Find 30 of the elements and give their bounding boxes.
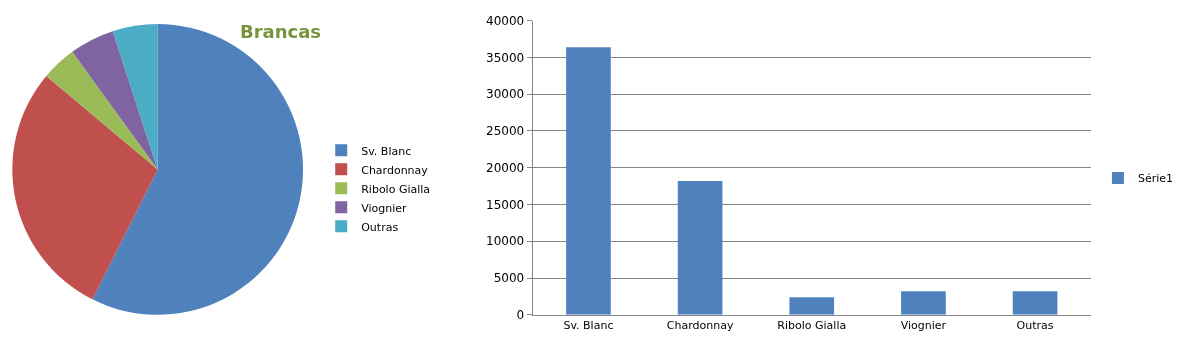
legend-label: Viognier (361, 201, 408, 215)
x-tick-label: Sv. Blanc (563, 319, 614, 332)
bar (789, 297, 835, 315)
bar (901, 291, 946, 315)
x-tick-label: Outras (1016, 319, 1054, 332)
y-tick-label: 20000 (486, 160, 525, 175)
legend-label: Chardonnay (361, 163, 429, 177)
y-tick-label: 25000 (486, 124, 525, 139)
bar (566, 47, 611, 315)
pie-slice (12, 76, 158, 300)
legend-label: Sv. Blanc (361, 144, 412, 158)
x-tick-label: Ribolo Gialla (777, 319, 847, 332)
y-tick-label: 10000 (486, 234, 525, 249)
x-tick-label: Chardonnay (666, 319, 734, 332)
y-tick-label: 35000 (486, 50, 525, 65)
bar (1012, 291, 1058, 315)
pie-slice (112, 24, 158, 170)
x-tick-label: Viognier (900, 319, 947, 332)
y-tick-label: 15000 (486, 197, 525, 212)
bar (677, 180, 723, 315)
legend-label: Ribolo Gialla (361, 182, 431, 196)
y-tick-label: 30000 (486, 87, 525, 102)
pie-slice (72, 31, 158, 170)
legend-label: Outras (361, 220, 399, 234)
y-tick-label: 5000 (493, 271, 525, 286)
y-tick-label: 40000 (486, 13, 525, 28)
legend-label: Série1 (1137, 172, 1174, 186)
pie-slice (46, 51, 158, 170)
y-tick-label: 0 (516, 308, 525, 322)
chart-title: Brancas (240, 21, 322, 42)
